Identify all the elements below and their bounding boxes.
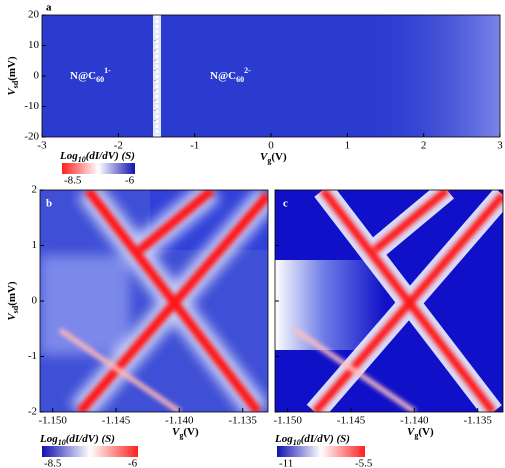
colorbar-label-part: Log	[39, 433, 58, 445]
annotation: N@C602-	[210, 66, 251, 84]
y-tick-label: 1	[32, 239, 38, 251]
colorbar	[277, 446, 365, 457]
x-axis-label-part: (V)	[271, 151, 287, 163]
x-axis-label-part: g	[179, 431, 183, 440]
colorbar-label-part: Log	[274, 433, 293, 445]
colorbar-label: Log10(dI/dV) (S)	[274, 433, 350, 448]
annotation-part: 60	[96, 75, 104, 84]
y-tick-label: 10	[28, 39, 40, 51]
colorbar	[62, 163, 135, 174]
y-tick-label: 20	[28, 9, 40, 21]
annotation-part: N@C	[70, 70, 96, 82]
x-tick-label: -1.140	[400, 415, 429, 427]
colorbar-label: Log10(dI/dV) (S)	[39, 433, 115, 448]
colorbar-label-part: 10	[58, 438, 66, 447]
y-tick-label: 0	[32, 295, 38, 307]
annotation-part: 60	[236, 75, 244, 84]
panel-letter: a	[46, 2, 52, 14]
y-tick-label: -1	[28, 350, 37, 362]
colorbar-tick-label: -5.5	[355, 458, 373, 468]
y-axis-label: Vsd(mV)	[6, 281, 21, 321]
colorbar	[42, 446, 138, 457]
colorbar-tick-label: -8.5	[44, 458, 62, 468]
colorbar-label-part: 10	[293, 438, 301, 447]
y-axis-label-part: sd	[11, 305, 20, 313]
x-tick-label: -3	[37, 140, 47, 152]
colorbar-tick-label: -6	[125, 175, 135, 187]
heatmap-a	[42, 15, 500, 137]
heatmap-b	[40, 190, 268, 412]
x-tick-label: 2	[421, 140, 427, 152]
annotation-part: N@C	[210, 70, 236, 82]
colorbar-label-part: (dI/dV) (S)	[86, 150, 135, 162]
y-tick-label: 2	[32, 184, 38, 196]
x-tick-label: -1.150	[38, 415, 67, 427]
x-axis-label: Vg(V)	[407, 426, 434, 441]
x-tick-label: -1	[190, 140, 199, 152]
x-axis-label-part: V	[407, 426, 416, 438]
y-tick-label: -10	[24, 100, 39, 112]
x-axis-label-part: V	[260, 151, 269, 163]
x-tick-label: -1.135	[228, 415, 257, 427]
x-axis-label: Vg(V)	[260, 151, 287, 166]
annotation-part: 2-	[244, 66, 251, 75]
x-axis-label-part: (V)	[183, 426, 199, 438]
colorbar-label-part: 10	[78, 155, 86, 164]
colorbar-tick-label: -8.5	[64, 175, 82, 187]
heatmap-c	[275, 190, 503, 412]
x-tick-label: -1.150	[273, 415, 302, 427]
x-tick-label: -1.145	[337, 415, 366, 427]
x-axis-label-part: g	[267, 156, 271, 165]
colorbar-label-part: (dI/dV) (S)	[301, 433, 350, 445]
x-tick-label: 3	[497, 140, 503, 152]
y-axis-label-part: V	[6, 312, 18, 321]
x-axis-label-part: (V)	[418, 426, 434, 438]
annotation: N@C601-	[70, 66, 111, 84]
colorbar-label-part: Log	[59, 150, 78, 162]
y-axis-label: Vsd(mV)	[6, 56, 21, 96]
x-axis-label: Vg(V)	[172, 426, 199, 441]
y-axis-label-part: (mV)	[6, 56, 18, 81]
annotation-part: 1-	[104, 66, 111, 75]
x-tick-label: -2	[114, 140, 123, 152]
y-axis-label-part: V	[6, 87, 18, 96]
y-tick-label: 0	[34, 70, 40, 82]
y-tick-label: -20	[24, 131, 39, 143]
y-axis-label-part: (mV)	[6, 281, 18, 306]
colorbar-tick-label: -6	[128, 458, 138, 468]
y-tick-label: -2	[28, 406, 37, 418]
x-axis-label-part: g	[414, 431, 418, 440]
x-tick-label: -1.145	[102, 415, 131, 427]
colorbar-tick-label: -11	[279, 458, 293, 468]
x-tick-label: -1.135	[463, 415, 492, 427]
x-tick-label: -1.140	[165, 415, 194, 427]
panel-letter: b	[46, 198, 52, 210]
x-tick-label: 0	[268, 140, 274, 152]
colorbar-label-part: (dI/dV) (S)	[66, 433, 115, 445]
colorbar-label: Log10(dI/dV) (S)	[59, 150, 135, 165]
x-axis-label-part: V	[172, 426, 181, 438]
y-axis-label-part: sd	[11, 80, 20, 88]
panel-letter: c	[283, 198, 288, 210]
x-tick-label: 1	[345, 140, 351, 152]
